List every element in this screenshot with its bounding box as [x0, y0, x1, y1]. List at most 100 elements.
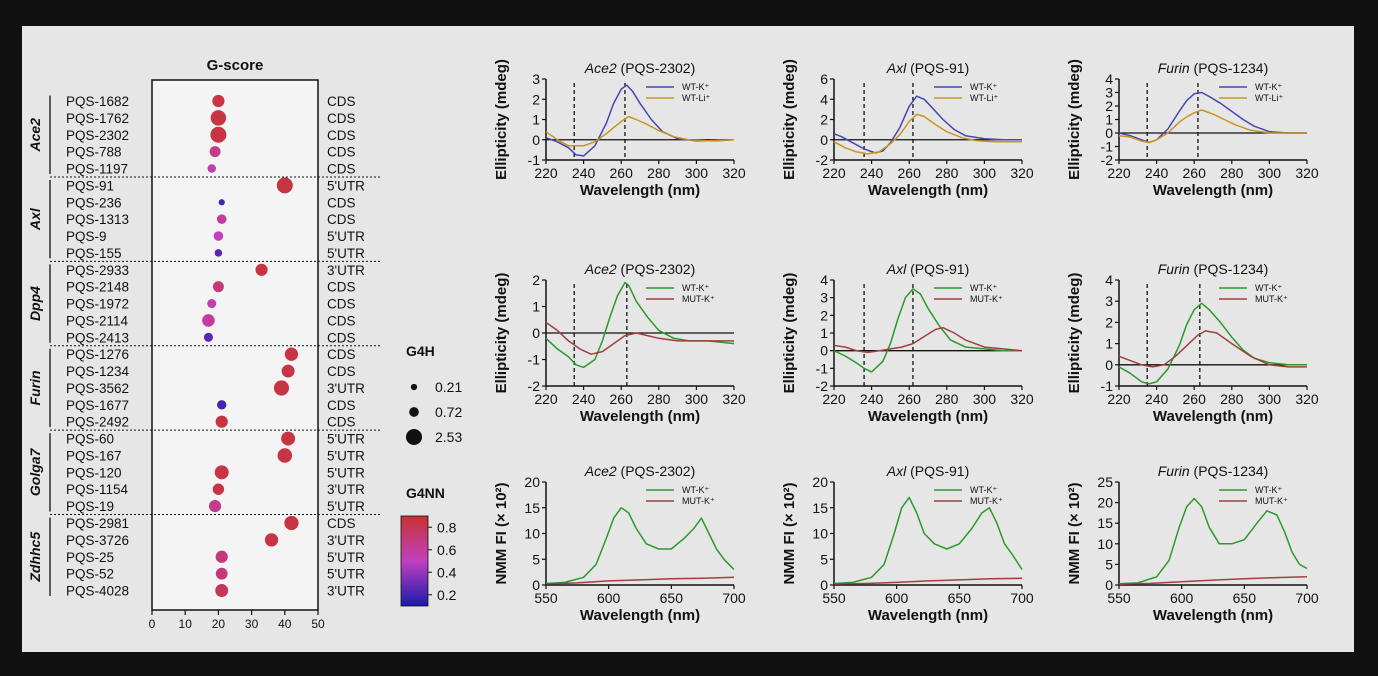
pqs-label: PQS-60 [66, 432, 114, 447]
y-axis-label: Ellipticity (mdeg) [1066, 273, 1083, 394]
chart-title: Axl (PQS-91) [886, 60, 969, 76]
pqs-label: PQS-2981 [66, 516, 129, 531]
x-tick-label: 280 [647, 391, 671, 407]
gscore-x-tick-label: 20 [212, 617, 226, 631]
x-tick-label: 300 [1258, 165, 1282, 181]
pqs-label: PQS-52 [66, 567, 114, 582]
x-tick-label: 300 [685, 391, 709, 407]
x-tick-label: 700 [1010, 590, 1034, 606]
y-tick-label: 1 [1105, 336, 1113, 352]
chart-title-suffix: (PQS-1234) [1190, 60, 1269, 76]
pqs-label: PQS-25 [66, 550, 114, 565]
chart-title-gene: Ace2 [584, 60, 617, 76]
chart-title: Furin (PQS-1234) [1158, 463, 1269, 479]
y-tick-label: 2 [820, 307, 828, 323]
region-label: 5'UTR [327, 499, 365, 514]
chart-title-suffix: (PQS-91) [906, 60, 969, 76]
pqs-label: PQS-1972 [66, 297, 129, 312]
y-axis-label: NMM FI (× 10²) [781, 482, 798, 584]
y-tick-label: 3 [1105, 293, 1113, 309]
pqs-label: PQS-4028 [66, 584, 129, 599]
g4h-legend-label: 0.21 [435, 379, 462, 395]
region-label: 5'UTR [327, 465, 365, 480]
gscore-dot [276, 177, 293, 194]
series-line [833, 113, 1022, 155]
x-tick-label: 220 [534, 391, 558, 407]
y-tick-label: 15 [524, 500, 540, 516]
y-axis-label: NMM FI (× 10²) [493, 482, 510, 584]
pqs-label: PQS-1154 [66, 482, 129, 497]
x-tick-label: 650 [948, 590, 972, 606]
x-tick-label: 240 [572, 165, 596, 181]
region-label: 5'UTR [327, 246, 365, 261]
gene-label: Ace2 [27, 118, 43, 153]
x-axis-label: Wavelength (nm) [580, 607, 700, 624]
gscore-dot [215, 550, 228, 563]
series-line [1118, 497, 1308, 585]
gscore-dot [281, 364, 295, 378]
region-label: CDS [327, 212, 356, 227]
legend-label: WT-Li⁺ [1255, 93, 1283, 103]
legend-label: WT-K⁺ [682, 485, 709, 495]
figure-panel: G-score 0 10 20 30 40 50 PQS-1682 CDS PQS-1762 CDS… [22, 26, 1354, 652]
chart-title-gene: Axl [886, 463, 907, 479]
chart-title: Furin (PQS-1234) [1158, 261, 1269, 277]
pqs-label: PQS-2492 [66, 415, 129, 430]
legend-label: MUT-K⁺ [1255, 294, 1288, 304]
x-tick-label: 320 [1295, 391, 1319, 407]
gscore-dot [214, 249, 223, 257]
gscore-dot [207, 164, 217, 173]
region-label: CDS [327, 195, 356, 210]
legend-label: WT-K⁺ [682, 283, 709, 293]
gscore-x-tick-label: 50 [311, 617, 325, 631]
legend-label: MUT-K⁺ [970, 496, 1003, 506]
x-tick-label: 700 [1295, 590, 1319, 606]
region-label: 5'UTR [327, 448, 365, 463]
gscore-dot [202, 314, 215, 327]
x-tick-label: 280 [647, 165, 671, 181]
g4h-legend-title: G4H [406, 343, 435, 359]
gscore-dot [214, 465, 229, 480]
x-tick-label: 600 [1170, 590, 1194, 606]
y-tick-label: 4 [1105, 272, 1113, 288]
gene-label: Dpp4 [27, 286, 43, 321]
x-tick-label: 300 [685, 165, 709, 181]
x-tick-label: 300 [1258, 391, 1282, 407]
x-tick-label: 260 [898, 391, 922, 407]
legend-label: MUT-K⁺ [682, 294, 715, 304]
gene-label: Axl [27, 207, 43, 231]
x-tick-label: 260 [898, 165, 922, 181]
chart-title-suffix: (PQS-1234) [1190, 261, 1269, 277]
y-tick-label: 1 [532, 112, 540, 128]
gscore-dot [210, 110, 227, 126]
y-tick-label: 5 [820, 551, 828, 567]
y-axis-label: Ellipticity (mdeg) [781, 273, 798, 394]
x-tick-label: 220 [534, 165, 558, 181]
chart-title-gene: Furin [1158, 463, 1190, 479]
pqs-label: PQS-9 [66, 229, 107, 244]
chart-title-suffix: (PQS-1234) [1190, 463, 1269, 479]
x-tick-label: 220 [822, 391, 846, 407]
region-label: CDS [327, 313, 356, 328]
y-tick-label: 3 [820, 290, 828, 306]
region-label: CDS [327, 398, 356, 413]
region-label: 5'UTR [327, 432, 365, 447]
region-label: 5'UTR [327, 178, 365, 193]
x-tick-label: 260 [610, 165, 634, 181]
y-tick-label: 10 [812, 526, 828, 542]
g4nn-tick-label: 0.6 [437, 542, 457, 558]
y-tick-label: 2 [532, 91, 540, 107]
x-tick-label: 300 [973, 391, 997, 407]
gscore-x-tick-label: 40 [278, 617, 292, 631]
series-line [833, 326, 1023, 354]
region-label: CDS [327, 330, 356, 345]
gscore-dot [277, 448, 293, 463]
gene-label: Furin [27, 370, 43, 405]
region-label: CDS [327, 364, 356, 379]
y-tick-label: 20 [1097, 495, 1113, 511]
pqs-label: PQS-2148 [66, 280, 129, 295]
x-tick-label: 240 [1145, 391, 1169, 407]
y-tick-label: 0 [1105, 357, 1113, 373]
y-tick-label: 4 [820, 272, 828, 288]
y-tick-label: 5 [1105, 556, 1113, 572]
